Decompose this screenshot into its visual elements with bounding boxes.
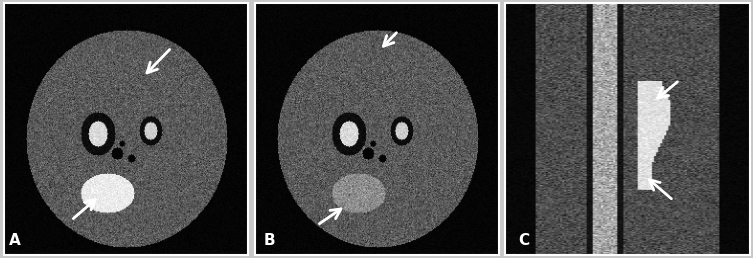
Text: A: A bbox=[9, 233, 21, 248]
Text: C: C bbox=[518, 233, 529, 248]
Text: B: B bbox=[264, 233, 275, 248]
